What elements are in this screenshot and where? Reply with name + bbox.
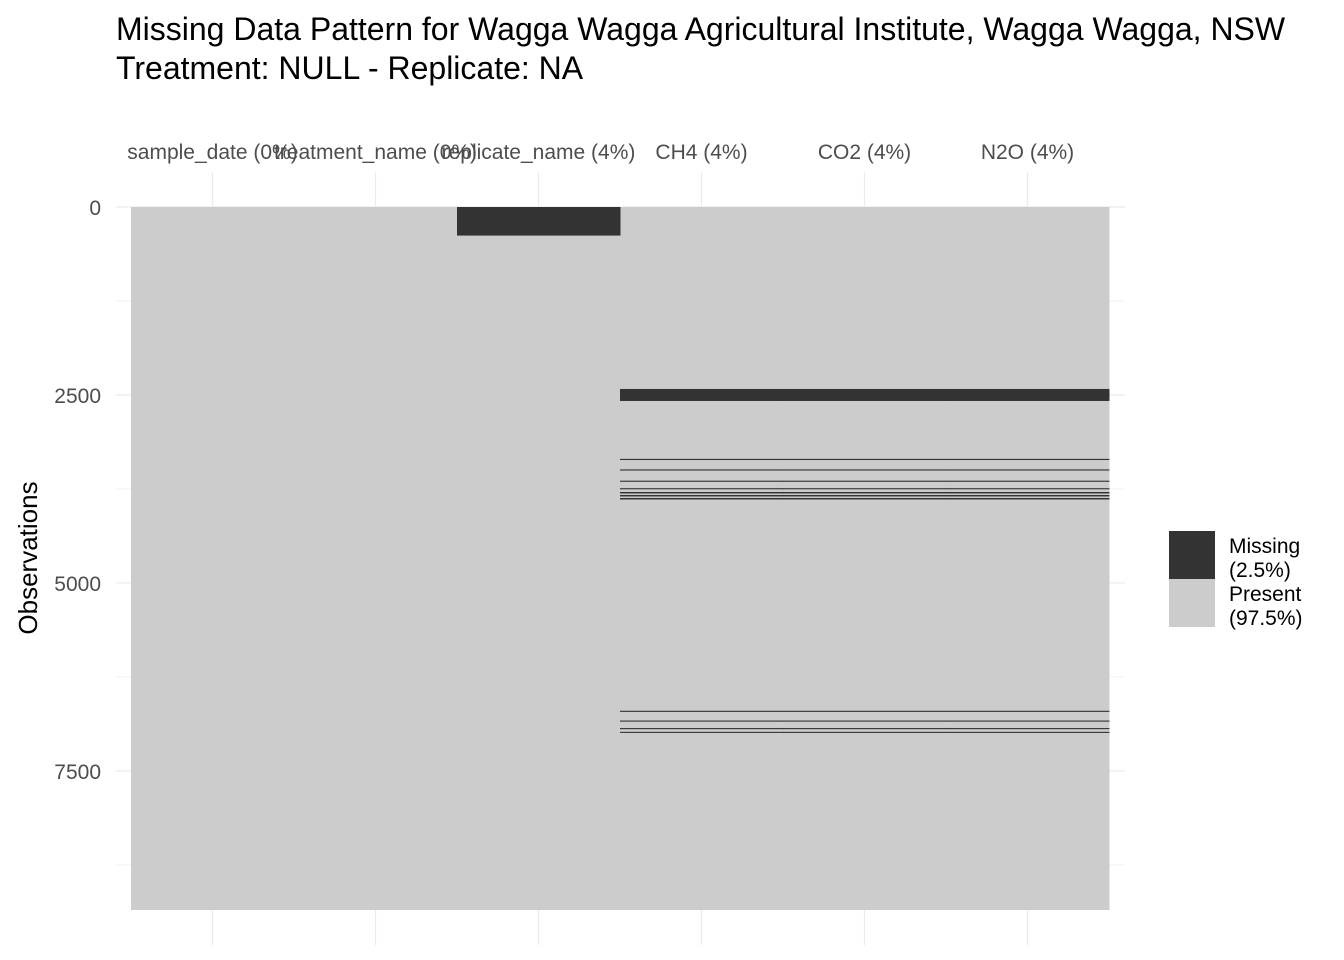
column-label: N2O (4%) [981, 141, 1074, 164]
missing-cell [620, 710, 784, 712]
missing-cell [946, 480, 1110, 482]
missing-cell [620, 458, 784, 461]
present-tile-co2 [783, 207, 947, 910]
missing-cell [783, 494, 947, 497]
missing-cell [946, 488, 1110, 490]
missing-cell [946, 731, 1110, 733]
missing-cell [946, 497, 1110, 500]
present-tile-n2o [946, 207, 1110, 910]
column-label: treatment_name (0%) [274, 141, 477, 164]
column-label: replicate_name (4%) [442, 141, 636, 164]
missing-cell [620, 497, 784, 500]
y-axis-label: Observations [13, 481, 43, 634]
missing-cell [783, 491, 947, 494]
missing-cell [946, 720, 1110, 722]
legend-label: Present [1229, 583, 1302, 606]
legend-key-present [1169, 579, 1215, 627]
missing-cell [620, 480, 784, 482]
missing-cell [946, 494, 1110, 497]
missing-cell [946, 469, 1110, 471]
present-tile-treatment-name [294, 207, 458, 910]
missing-cell [946, 491, 1110, 494]
legend-label: Missing [1229, 535, 1300, 558]
legend-key-missing [1169, 531, 1215, 579]
missing-cell [620, 731, 784, 733]
y-tick-label: 0 [89, 197, 101, 220]
chart-title: Missing Data Pattern for Wagga Wagga Agr… [116, 10, 1285, 88]
missing-cell [783, 710, 947, 712]
missing-cell [946, 728, 1110, 730]
missing-cell [620, 720, 784, 722]
missing-cell [457, 207, 621, 236]
y-tick-label: 7500 [54, 761, 101, 784]
missing-cell [783, 497, 947, 500]
missing-cell [783, 731, 947, 733]
chart-title-line-1: Missing Data Pattern for Wagga Wagga Agr… [116, 11, 1286, 47]
missing-cell [620, 494, 784, 497]
missing-cell [946, 458, 1110, 461]
present-tile-ch4 [620, 207, 784, 910]
legend-label: (97.5%) [1229, 607, 1303, 630]
missing-cell [620, 728, 784, 730]
missing-cell [783, 480, 947, 482]
missing-cell [783, 728, 947, 730]
missing-cell [783, 388, 947, 401]
missing-cell [783, 488, 947, 490]
column-label: sample_date (0%) [127, 141, 297, 164]
missing-cell [946, 388, 1110, 401]
y-tick-label: 5000 [54, 573, 101, 596]
missing-cell [783, 458, 947, 461]
missing-cell [946, 710, 1110, 712]
missing-cell [620, 388, 784, 401]
legend-label: (2.5%) [1229, 559, 1291, 582]
missing-cell [620, 469, 784, 471]
present-tile-replicate-name [457, 207, 621, 910]
missing-cell [620, 488, 784, 490]
column-label: CH4 (4%) [655, 141, 747, 164]
missing-cell [783, 469, 947, 471]
column-label: CO2 (4%) [818, 141, 911, 164]
missing-cell [620, 491, 784, 494]
y-tick-label: 2500 [54, 385, 101, 408]
present-tile-sample-date [131, 207, 295, 910]
missing-cell [783, 720, 947, 722]
chart-title-line-2: Treatment: NULL - Replicate: NA [116, 50, 584, 86]
